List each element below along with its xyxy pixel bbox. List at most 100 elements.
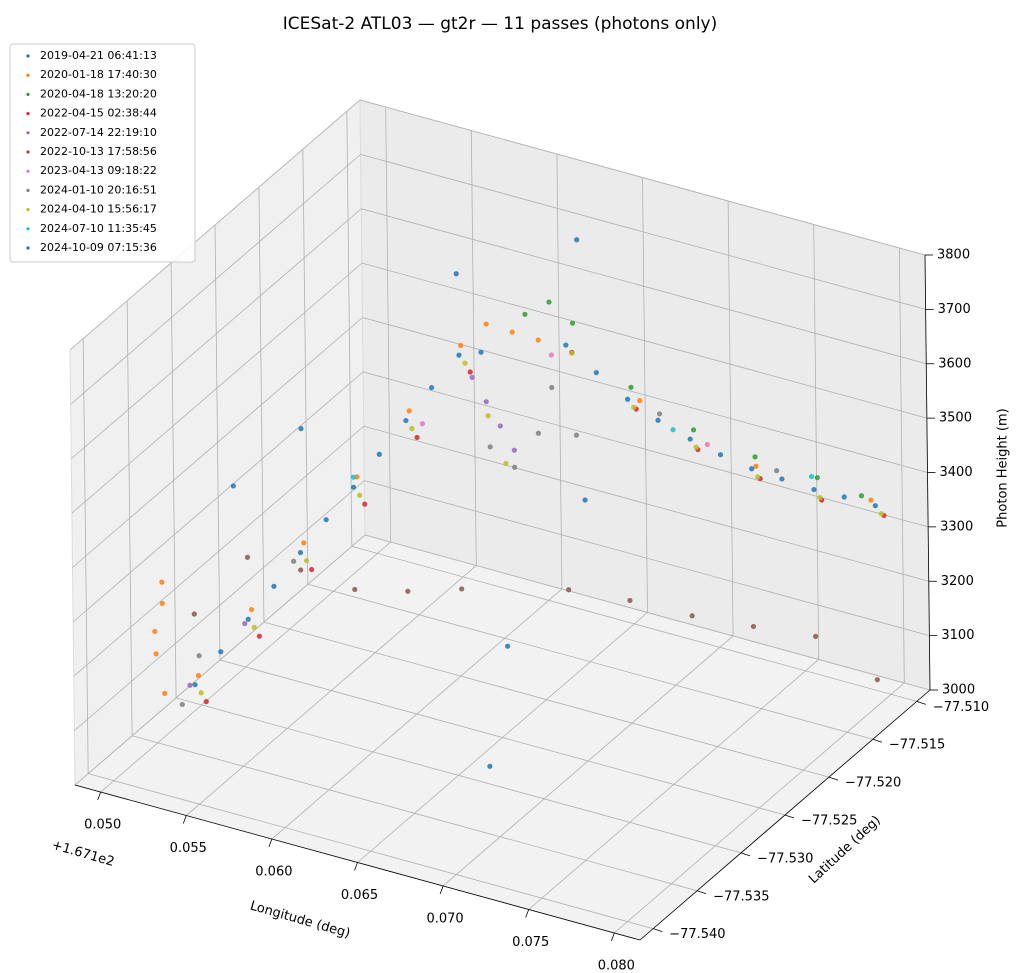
grid-line — [362, 317, 928, 473]
photon-point — [535, 337, 541, 343]
x-tick-label: 0.055 — [170, 841, 207, 856]
y-tick-label: −77.535 — [713, 889, 769, 904]
photon-point — [362, 501, 368, 507]
photon-point — [752, 454, 758, 460]
legend-label: 2024-04-10 15:56:17 — [40, 203, 157, 216]
chart-title: ICESat-2 ATL03 — gt2r — 11 passes (photo… — [283, 14, 718, 34]
photon-point — [631, 404, 637, 410]
photon-point — [872, 503, 878, 509]
grid-line — [364, 534, 931, 691]
photon-point — [655, 417, 661, 423]
photon-point — [153, 651, 159, 657]
grid-line — [219, 659, 786, 816]
photon-point — [483, 321, 489, 327]
photon-point — [405, 588, 411, 594]
legend-marker — [26, 246, 30, 250]
z-tick-label: 3800 — [937, 248, 970, 263]
photon-point — [467, 369, 473, 375]
photon-point — [478, 349, 484, 355]
grid-line — [364, 480, 930, 637]
y-tick — [828, 776, 839, 781]
photon-point — [548, 352, 554, 358]
photon-point — [251, 624, 257, 630]
x-offset-label: +1.671e2 — [50, 838, 116, 870]
photon-point — [750, 623, 757, 630]
photon-point — [230, 483, 236, 489]
x-axis-label: Longitude (deg) — [248, 899, 352, 942]
grid-line — [69, 99, 361, 351]
x-tick-label: 0.065 — [341, 888, 378, 903]
grid-line — [70, 154, 361, 405]
x-tick-label: 0.060 — [255, 865, 292, 880]
grid-line — [132, 735, 698, 892]
photon-point — [574, 237, 580, 243]
legend-marker — [26, 54, 30, 58]
grid-line — [72, 371, 364, 623]
photon-point — [298, 426, 304, 432]
legend-label: 2022-10-13 17:58:56 — [40, 145, 157, 158]
photon-point — [218, 649, 224, 655]
photon-point — [248, 606, 255, 613]
photon-point — [717, 452, 724, 458]
x-tick — [525, 909, 530, 918]
legend-label: 2022-04-15 02:38:44 — [40, 107, 157, 120]
x-tick-label: 0.050 — [84, 818, 121, 833]
photon-point — [841, 494, 847, 500]
photon-point — [414, 434, 420, 441]
photon-point — [303, 558, 310, 564]
photon-point — [690, 427, 697, 433]
z-tick-label: 3300 — [940, 519, 973, 534]
y-tick-label: −77.515 — [889, 738, 945, 753]
x-tick — [610, 932, 615, 942]
photon-point — [808, 473, 815, 480]
photon-point — [453, 271, 459, 277]
legend-label: 2020-01-18 17:40:30 — [40, 68, 157, 81]
legend-label: 2024-07-10 11:35:45 — [40, 222, 157, 235]
x-tick-label: 0.080 — [598, 958, 635, 973]
photon-point — [687, 436, 693, 442]
legend-marker — [26, 150, 30, 154]
photon-point — [569, 350, 575, 356]
photon-point — [352, 586, 358, 593]
photon-point — [582, 497, 588, 503]
points — [152, 237, 887, 769]
grid-line — [361, 262, 927, 419]
legend-label: 2024-01-10 20:16:51 — [40, 183, 157, 196]
z-tick-label: 3600 — [938, 356, 971, 371]
y-tick — [872, 738, 883, 743]
x-tick — [354, 862, 358, 871]
x-tick-label: 0.075 — [512, 935, 549, 950]
photon-point — [693, 444, 699, 450]
photon-point — [487, 444, 493, 450]
photon-point — [628, 384, 634, 390]
grid-line — [71, 262, 363, 514]
x-tick — [97, 791, 102, 801]
z-tick-label: 3700 — [938, 302, 971, 317]
photon-point — [503, 460, 509, 467]
photon-point — [469, 374, 475, 381]
legend-label: 2022-07-14 22:19:10 — [40, 126, 157, 139]
photon-point — [152, 628, 158, 635]
legend-label: 2023-04-13 09:18:22 — [40, 164, 157, 177]
photon-point — [593, 370, 599, 376]
photon-point — [409, 426, 415, 432]
grid-line — [74, 534, 366, 786]
photon-point — [755, 474, 761, 480]
x-tick-label: 0.070 — [426, 911, 463, 926]
photon-point — [403, 417, 409, 424]
photon-point — [198, 690, 204, 696]
photon-point — [573, 432, 580, 438]
grid-line — [74, 480, 365, 731]
photon-point — [779, 476, 785, 482]
grid-line — [307, 583, 873, 740]
photon-point — [546, 299, 552, 305]
legend-marker — [26, 92, 30, 96]
legend-marker — [26, 169, 30, 173]
photon-point — [817, 495, 823, 501]
photon-point — [670, 427, 676, 433]
legend-box — [9, 43, 196, 263]
y-tick-label: −77.510 — [933, 700, 989, 715]
z-tick-label: 3100 — [941, 628, 974, 643]
photon-point — [291, 558, 297, 564]
